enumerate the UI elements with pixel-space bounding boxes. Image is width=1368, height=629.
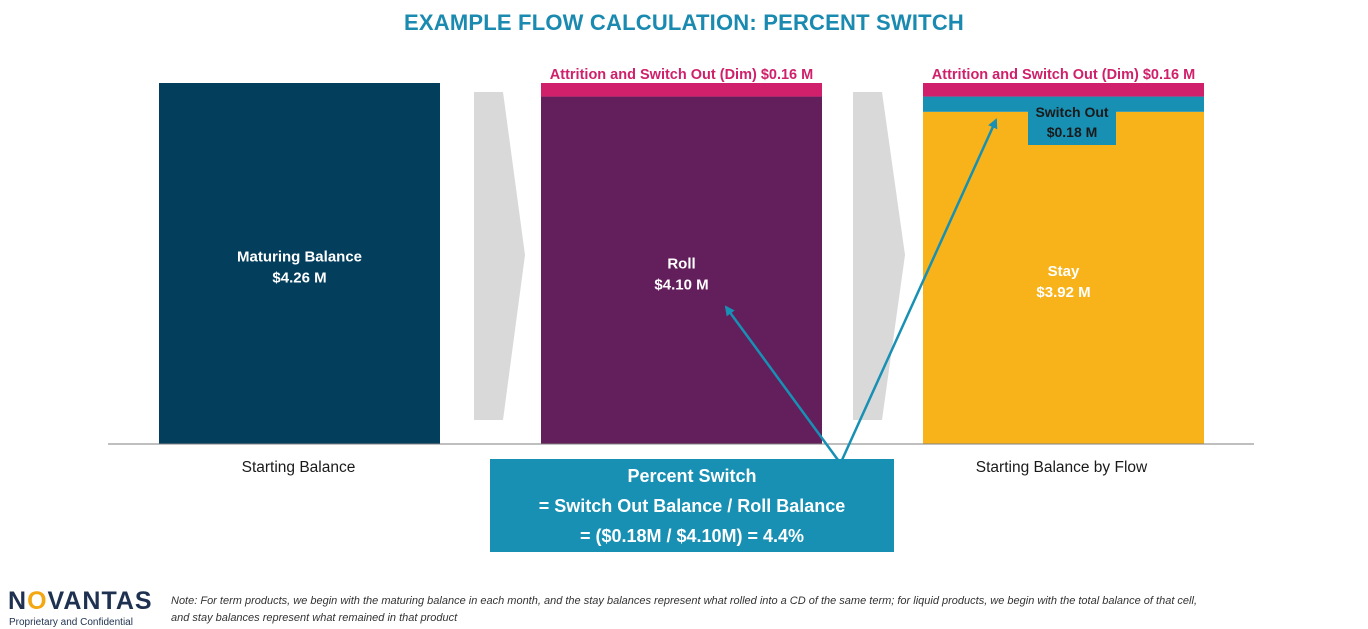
attrition-label: Attrition and Switch Out (Dim) $0.16 M xyxy=(932,67,1195,83)
attrition-label: Attrition and Switch Out (Dim) $0.16 M xyxy=(550,67,813,83)
switch-out-label: Switch Out xyxy=(1035,104,1108,120)
switch-out-callout xyxy=(1028,100,1116,145)
novantas-logo: NOVANTAS xyxy=(8,587,153,615)
page-title: EXAMPLE FLOW CALCULATION: PERCENT SWITCH xyxy=(404,10,964,35)
switch-out-value: $0.18 M xyxy=(1047,124,1098,140)
percent-switch-formula-box: Percent Switch = Switch Out Balance / Ro… xyxy=(490,459,894,552)
chevron-arrow-2 xyxy=(853,92,905,420)
formula-definition: = Switch Out Balance / Roll Balance xyxy=(538,496,846,516)
roll-label: Roll xyxy=(667,255,695,272)
roll-value: $4.10 M xyxy=(654,276,708,293)
formula-calculation: = ($0.18M / $4.10M) = 4.4% xyxy=(579,526,805,546)
stay-label: Stay xyxy=(1048,263,1080,280)
stay-value: $3.92 M xyxy=(1036,284,1090,301)
bar-segment-attrition xyxy=(541,83,822,97)
category-label: Starting Balance by Flow xyxy=(976,459,1148,476)
bar-segment-maturing xyxy=(159,83,440,444)
formula-title: Percent Switch xyxy=(627,466,757,486)
arrow-to-switch-out xyxy=(840,118,998,461)
confidential-label: Proprietary and Confidential xyxy=(9,617,133,628)
maturing-value: $4.26 M xyxy=(272,270,326,287)
category-label: Starting Balance xyxy=(242,459,356,476)
chevron-arrow-1 xyxy=(474,92,525,420)
arrow-to-roll xyxy=(724,305,840,461)
footnote: Note: For term products, we begin with t… xyxy=(171,595,1197,624)
bar-segment-stay xyxy=(923,111,1204,445)
bar-segment-attrition xyxy=(923,83,1204,97)
maturing-label: Maturing Balance xyxy=(237,249,362,266)
bar-segment-roll xyxy=(541,96,822,444)
